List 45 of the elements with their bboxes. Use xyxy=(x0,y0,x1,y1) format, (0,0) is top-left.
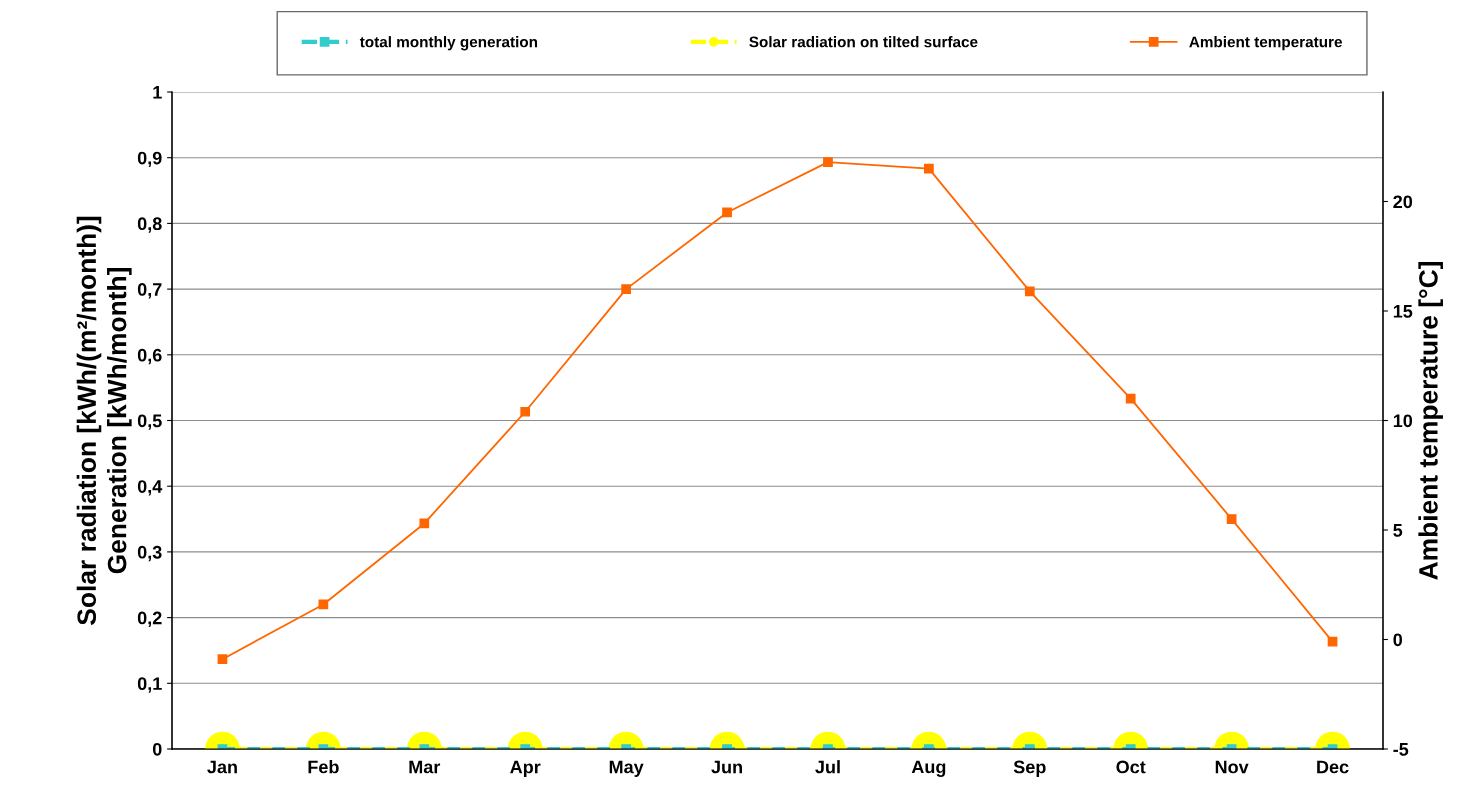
y2-tick-label: 0 xyxy=(1393,633,1403,647)
x-tick-label: Jun xyxy=(711,760,742,774)
point xyxy=(924,163,934,174)
point xyxy=(1327,636,1338,647)
y-axis-title: Solar radiation [kWh/(m²/month)] Generation [kWh/month] xyxy=(76,216,132,625)
x-tick-label: Sep xyxy=(1013,760,1046,777)
y-tick-label: 0,1 xyxy=(137,677,162,693)
y2-tick-label: -5 xyxy=(1393,743,1409,756)
y2-tick-label: 15 xyxy=(1393,305,1413,318)
x-tick-label: Oct xyxy=(1116,760,1146,774)
y-tick-label: 0,2 xyxy=(137,611,162,627)
y-tick-label: 1 xyxy=(153,86,162,99)
point xyxy=(419,518,430,529)
y2-tick-label: 5 xyxy=(1393,524,1403,537)
point xyxy=(1125,393,1136,404)
x-tick-label: Feb xyxy=(308,760,339,774)
legend-label: Solar radiation on tilted surface xyxy=(749,36,978,48)
x-tick-label: Apr xyxy=(510,760,541,777)
y-tick-label: 0,8 xyxy=(137,217,162,233)
y2-axis-title: Ambient temperature [°C] xyxy=(1418,262,1443,580)
y2-tick-label: 20 xyxy=(1393,195,1413,209)
legend-label: Ambient temperature xyxy=(1189,36,1342,51)
point xyxy=(722,207,732,218)
point xyxy=(1024,286,1035,297)
point xyxy=(520,406,531,417)
x-tick-label: Aug xyxy=(911,760,946,777)
x-tick-label: Jul xyxy=(815,760,840,774)
y2-tick-label: 10 xyxy=(1393,414,1413,428)
y-tick-label: 0,4 xyxy=(137,480,163,496)
point xyxy=(621,284,631,294)
y-tick-label: 0,7 xyxy=(137,283,162,299)
point xyxy=(217,654,228,665)
x-tick-label: Mar xyxy=(409,760,441,774)
point xyxy=(1226,514,1237,524)
y-tick-label: 0,6 xyxy=(137,348,162,365)
x-tick-label: Nov xyxy=(1215,760,1249,774)
y-tick-label: 0,3 xyxy=(137,545,162,562)
y-tick-label: 0,9 xyxy=(137,151,162,168)
y-tick-label: 0,5 xyxy=(137,414,162,430)
x-tick-label: May xyxy=(609,760,644,777)
x-tick-label: Jan xyxy=(207,760,237,774)
y-tick-label: 0 xyxy=(152,742,162,756)
point xyxy=(823,157,833,167)
x-tick-label: Dec xyxy=(1317,760,1349,774)
legend-label: total monthly generation xyxy=(359,36,538,51)
